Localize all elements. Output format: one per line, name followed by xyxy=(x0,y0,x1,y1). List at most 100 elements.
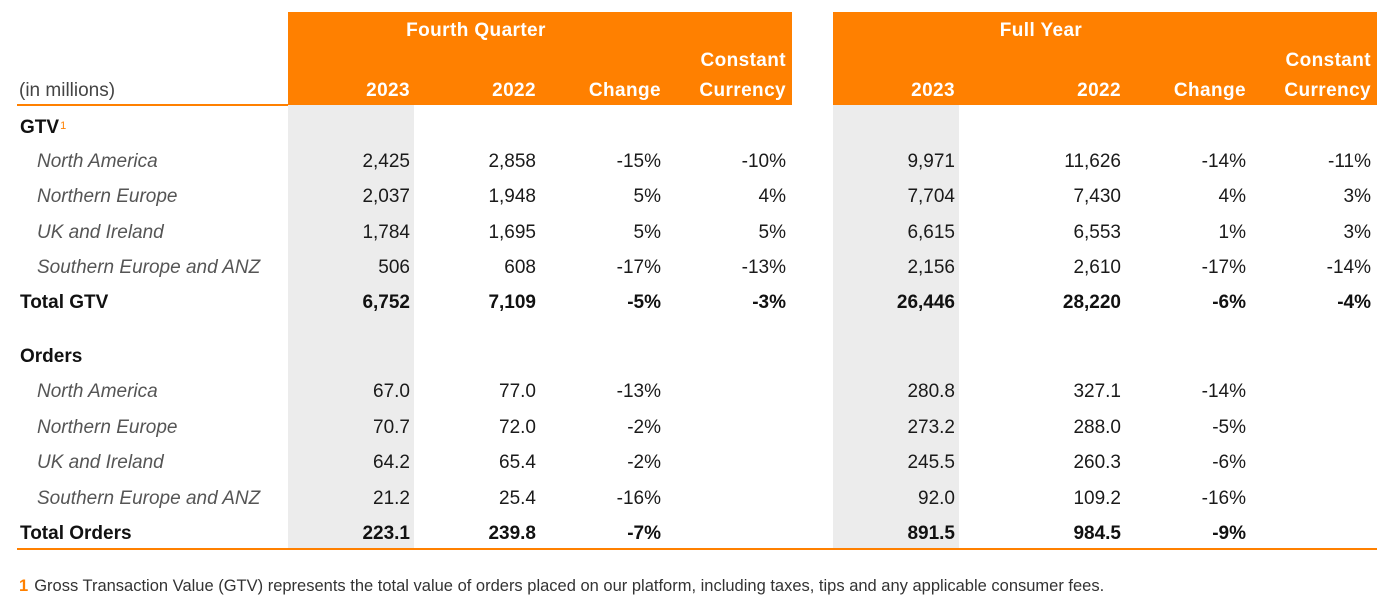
fy-cell: 11,626 xyxy=(1064,151,1121,172)
fq-cell: 65.4 xyxy=(499,452,536,473)
total-row-label: Total Orders xyxy=(20,523,132,544)
fq-cell: 239.8 xyxy=(488,523,536,544)
fq-cell: 608 xyxy=(504,257,536,278)
fy-cell: -4% xyxy=(1337,292,1371,313)
fourth-quarter-header-bg xyxy=(288,12,792,105)
row-label: UK and Ireland xyxy=(37,452,164,473)
fourth-quarter-title: Fourth Quarter xyxy=(406,20,546,41)
fy-cell: 3% xyxy=(1343,186,1371,207)
fq-cell: -3% xyxy=(752,292,786,313)
fq-col-3-header-line2: Currency xyxy=(699,80,786,101)
full-year-header-bg xyxy=(833,12,1377,105)
fy-cell: 109.2 xyxy=(1073,488,1121,509)
section-title-gtv: GTV1 xyxy=(20,117,66,139)
fy-cell: 273.2 xyxy=(907,417,955,438)
fq-cell: 5% xyxy=(633,186,661,207)
fq-cell: 77.0 xyxy=(499,381,536,402)
fq-cell: 72.0 xyxy=(499,417,536,438)
fq-col-0-header-line2: 2023 xyxy=(366,80,410,101)
fq-cell: -10% xyxy=(741,151,786,172)
fq-cell: 223.1 xyxy=(362,523,410,544)
row-label: Northern Europe xyxy=(37,186,178,207)
fy-cell: -17% xyxy=(1201,257,1246,278)
fq-cell: 64.2 xyxy=(373,452,410,473)
section-title-text: GTV xyxy=(20,117,60,138)
fy-cell: -14% xyxy=(1201,151,1246,172)
footnote-text: Gross Transaction Value (GTV) represents… xyxy=(34,577,1105,595)
fy-cell: -5% xyxy=(1212,417,1246,438)
row-label: Southern Europe and ANZ xyxy=(37,257,261,278)
fy-cell: -14% xyxy=(1201,381,1246,402)
fy-cell: 4% xyxy=(1218,186,1246,207)
fy-cell: 9,971 xyxy=(907,151,955,172)
fq-cell: 506 xyxy=(378,257,410,278)
fy-cell: 327.1 xyxy=(1073,381,1121,402)
fq-cell: -15% xyxy=(616,151,661,172)
units-label: (in millions) xyxy=(19,80,116,101)
fq-col-3-header-line1: Constant xyxy=(700,50,786,71)
fy-cell: 3% xyxy=(1343,222,1371,243)
row-label: North America xyxy=(37,381,158,402)
fy-cell: -6% xyxy=(1212,292,1246,313)
fy-cell: 26,446 xyxy=(896,292,955,313)
fy-cell: -16% xyxy=(1201,488,1246,509)
fq-cell: 1,948 xyxy=(488,186,536,207)
fy-cell: 891.5 xyxy=(907,523,955,544)
fy-cell: 984.5 xyxy=(1073,523,1121,544)
fq-col-2-header-line2: Change xyxy=(588,80,661,101)
fq-cell: 2,858 xyxy=(488,151,536,172)
fy-cell: 92.0 xyxy=(918,488,955,509)
fy-cell: 6,553 xyxy=(1073,222,1121,243)
fy-cell: 260.3 xyxy=(1073,452,1121,473)
fq-cell: 2,037 xyxy=(362,186,410,207)
fq-cell: 2,425 xyxy=(362,151,410,172)
row-label: Southern Europe and ANZ xyxy=(37,488,261,509)
fq-cell: 1,784 xyxy=(362,222,410,243)
fq-2023-column-shade xyxy=(288,105,414,548)
fq-col-1-header-line2: 2022 xyxy=(492,80,536,101)
fy-cell: 7,704 xyxy=(907,186,955,207)
footnote-reference-mark: 1 xyxy=(60,120,67,132)
fy-col-3-header-line1: Constant xyxy=(1285,50,1371,71)
fq-cell: -7% xyxy=(627,523,661,544)
fq-cell: -13% xyxy=(616,381,661,402)
fy-cell: -11% xyxy=(1328,151,1371,172)
fy-cell: 6,615 xyxy=(907,222,955,243)
fq-cell: -2% xyxy=(627,417,661,438)
fq-cell: 67.0 xyxy=(373,381,410,402)
fy-cell: 280.8 xyxy=(907,381,955,402)
fy-cell: -14% xyxy=(1326,257,1371,278)
fy-cell: 288.0 xyxy=(1073,417,1121,438)
fq-cell: 70.7 xyxy=(373,417,410,438)
section-title-text: Orders xyxy=(20,346,83,367)
full-year-title: Full Year xyxy=(999,20,1083,41)
units-underline xyxy=(17,104,288,106)
total-row-label: Total GTV xyxy=(20,292,109,313)
fq-cell: 25.4 xyxy=(499,488,536,509)
row-label: Northern Europe xyxy=(37,417,178,438)
fq-cell: -2% xyxy=(627,452,661,473)
row-label: North America xyxy=(37,151,158,172)
fy-col-3-header-line2: Currency xyxy=(1284,80,1371,101)
fy-col-0-header-line2: 2023 xyxy=(911,80,955,101)
row-label: UK and Ireland xyxy=(37,222,164,243)
fy-cell: 2,156 xyxy=(907,257,955,278)
fq-cell: 1,695 xyxy=(488,222,536,243)
section-title-orders: Orders xyxy=(20,346,82,368)
fq-cell: -17% xyxy=(616,257,661,278)
fq-cell: 6,752 xyxy=(362,292,410,313)
fy-cell: 28,220 xyxy=(1062,292,1121,313)
fq-cell: -5% xyxy=(627,292,661,313)
table-bottom-rule xyxy=(17,548,1377,550)
fy-cell: -6% xyxy=(1212,452,1246,473)
fq-cell: 4% xyxy=(758,186,786,207)
fy-col-1-header-line2: 2022 xyxy=(1077,80,1121,101)
fy-cell: 2,610 xyxy=(1073,257,1121,278)
footnote-number: 1 xyxy=(19,577,29,595)
fq-cell: 5% xyxy=(633,222,661,243)
fy-cell: 1% xyxy=(1218,222,1246,243)
fq-cell: 21.2 xyxy=(373,488,410,509)
fy-col-2-header-line2: Change xyxy=(1173,80,1246,101)
fq-cell: 5% xyxy=(758,222,786,243)
